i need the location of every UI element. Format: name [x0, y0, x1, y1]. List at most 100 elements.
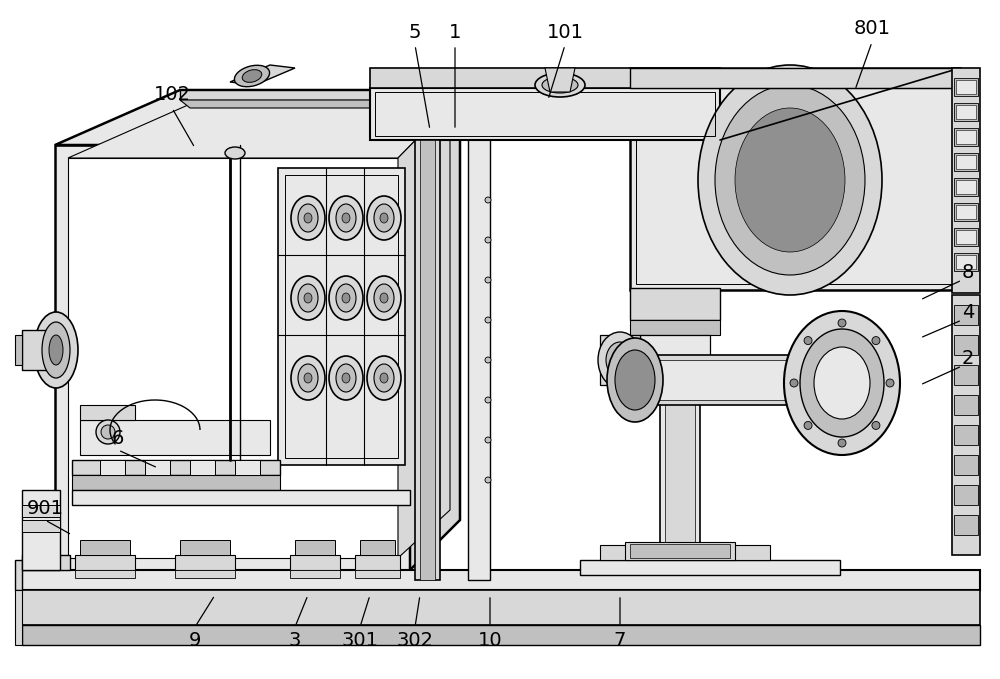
Bar	[100, 460, 125, 475]
Bar	[630, 544, 730, 558]
Bar	[954, 153, 978, 171]
Polygon shape	[630, 320, 720, 335]
Bar	[956, 155, 976, 169]
Text: 7: 7	[614, 631, 626, 650]
Ellipse shape	[838, 319, 846, 327]
Ellipse shape	[336, 204, 356, 232]
Polygon shape	[635, 360, 835, 400]
Ellipse shape	[485, 437, 491, 443]
Bar	[956, 130, 976, 144]
Ellipse shape	[886, 379, 894, 387]
Polygon shape	[55, 145, 410, 570]
Ellipse shape	[225, 147, 245, 159]
Ellipse shape	[367, 276, 401, 320]
Bar	[954, 485, 978, 505]
Ellipse shape	[838, 439, 846, 447]
Ellipse shape	[374, 284, 394, 312]
Bar	[235, 460, 260, 475]
Ellipse shape	[234, 65, 270, 87]
Polygon shape	[80, 420, 270, 455]
Polygon shape	[180, 90, 460, 100]
Ellipse shape	[485, 357, 491, 363]
Bar	[175, 570, 235, 578]
Polygon shape	[398, 105, 450, 558]
Polygon shape	[15, 335, 22, 365]
Ellipse shape	[329, 356, 363, 400]
Ellipse shape	[872, 422, 880, 429]
Ellipse shape	[374, 204, 394, 232]
Bar	[956, 255, 976, 269]
Bar	[295, 540, 335, 555]
Text: 10: 10	[478, 631, 502, 650]
Ellipse shape	[336, 364, 356, 392]
Polygon shape	[410, 90, 460, 570]
Bar	[956, 80, 976, 94]
Polygon shape	[580, 560, 840, 575]
Ellipse shape	[329, 276, 363, 320]
Polygon shape	[22, 555, 70, 570]
Bar	[145, 460, 170, 475]
Bar	[75, 570, 135, 578]
Polygon shape	[15, 560, 22, 590]
Polygon shape	[415, 140, 440, 580]
Ellipse shape	[485, 197, 491, 203]
Ellipse shape	[101, 425, 115, 439]
Ellipse shape	[298, 284, 318, 312]
Ellipse shape	[485, 317, 491, 323]
Polygon shape	[80, 405, 135, 420]
Polygon shape	[22, 570, 980, 590]
Polygon shape	[72, 475, 280, 490]
Polygon shape	[600, 335, 640, 385]
Bar	[952, 68, 980, 293]
Ellipse shape	[698, 65, 882, 295]
Ellipse shape	[485, 477, 491, 483]
Ellipse shape	[804, 337, 812, 344]
Ellipse shape	[304, 293, 312, 303]
Ellipse shape	[606, 342, 634, 378]
Bar	[22, 505, 60, 517]
Ellipse shape	[242, 70, 262, 82]
Polygon shape	[68, 105, 450, 158]
Ellipse shape	[298, 364, 318, 392]
Polygon shape	[630, 68, 960, 290]
Bar	[954, 515, 978, 535]
Ellipse shape	[535, 73, 585, 97]
Ellipse shape	[374, 364, 394, 392]
Bar	[954, 228, 978, 246]
Bar	[956, 105, 976, 119]
Bar	[180, 540, 230, 555]
Text: 5: 5	[409, 22, 421, 41]
Polygon shape	[660, 290, 700, 570]
Text: 301: 301	[342, 631, 378, 650]
Bar	[956, 205, 976, 219]
Bar	[954, 128, 978, 146]
Bar	[954, 455, 978, 475]
Bar	[22, 520, 60, 532]
Bar	[954, 253, 978, 271]
Bar	[956, 180, 976, 194]
Ellipse shape	[784, 311, 900, 455]
Bar	[956, 230, 976, 244]
Ellipse shape	[42, 322, 70, 378]
Text: 3: 3	[289, 631, 301, 650]
Ellipse shape	[790, 379, 798, 387]
Polygon shape	[468, 88, 490, 580]
Bar	[954, 335, 978, 355]
Ellipse shape	[598, 332, 642, 388]
Ellipse shape	[814, 347, 870, 419]
Ellipse shape	[380, 213, 388, 223]
Text: 901: 901	[26, 498, 64, 517]
Text: 102: 102	[154, 86, 190, 105]
Text: 8: 8	[962, 263, 974, 282]
Text: 4: 4	[962, 303, 974, 321]
Polygon shape	[55, 90, 460, 145]
Ellipse shape	[804, 422, 812, 429]
Polygon shape	[230, 65, 295, 85]
Text: 9: 9	[189, 631, 201, 650]
Text: 801: 801	[854, 18, 891, 37]
Bar	[190, 460, 215, 475]
Ellipse shape	[49, 335, 63, 365]
Ellipse shape	[872, 337, 880, 344]
Ellipse shape	[298, 204, 318, 232]
Bar	[954, 395, 978, 415]
